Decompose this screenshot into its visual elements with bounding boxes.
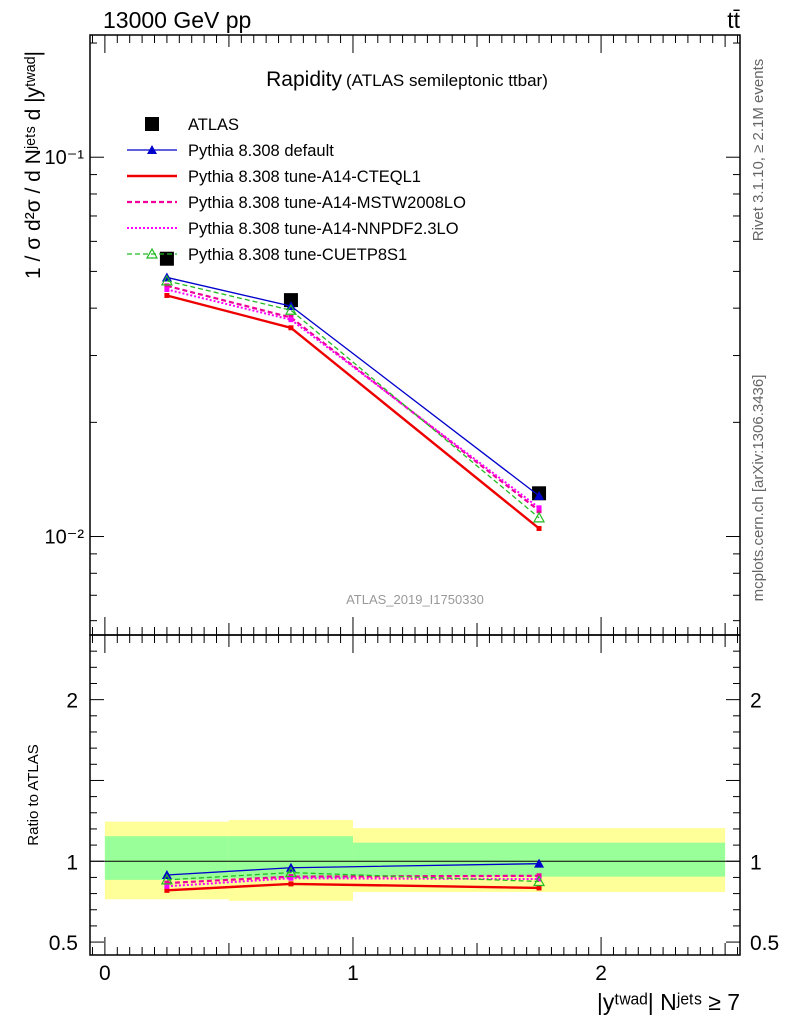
legend-label-mstw: Pythia 8.308 tune-A14-MSTW2008LO [188,194,466,212]
main-point-atlas [159,251,174,266]
main-point-cuetp8s1 [284,303,297,315]
main-line-nnpdf [166,288,540,509]
analysis-watermark: ATLAS_2019_I1750330 [346,592,484,607]
main-y-axis-label: 1 / σ d²σ / d Nʲᵉᵗˢ d |yᵗʷᵃᵈ| [22,51,45,279]
main-line-cuetp8s1 [166,280,540,519]
ratio-point-mstw [164,880,170,886]
x-axis-label: |yᵗʷᵃᵈ| Nʲᵉᵗˢ ≥ 7 [597,989,740,1015]
main-point-atlas [283,293,298,308]
mcplots-source-text: mcplots.cern.ch [arXiv:1306.3436] [750,375,767,602]
legend-label-cteql1: Pythia 8.308 tune-A14-CTEQL1 [188,168,421,186]
ratio-y-tick-label-right: 0.5 [750,932,779,955]
main-point-cteql1 [288,325,294,331]
legend-label-cuetp8s1: Pythia 8.308 tune-CUETP8S1 [188,246,407,264]
main-point-cuetp8s1 [533,511,546,523]
ratio-point-cuetp8s1 [284,866,297,878]
main-point-nnpdf [164,286,170,292]
legend-label-default: Pythia 8.308 default [188,142,334,160]
ratio-y-tick-label-right: 2 [750,690,762,713]
main-point-mstw [164,283,170,289]
x-tick-label: 2 [595,962,607,985]
ratio-y-tick-label: 0.5 [49,932,78,955]
ratio-point-cteql1 [164,887,170,893]
main-point-default [534,490,545,500]
header-right: tt̄ [727,7,740,33]
rivet-version-text: Rivet 3.1.10, ≥ 2.1M events [750,59,767,242]
main-line-mstw [166,284,540,512]
x-tick-label: 0 [99,962,111,985]
main-point-cuetp8s1 [160,274,173,286]
ratio-y-tick-label: 2 [66,690,78,713]
x-tick-label: 1 [347,962,359,985]
ratio-y-tick-label: 1 [66,851,78,874]
ratio-plot-frame [89,634,741,956]
legend: ATLAS Pythia 8.308 default Pythia 8.308 tu… [127,116,466,264]
ratio-line-cuetp8s1 [166,871,540,883]
main-point-nnpdf [288,317,294,323]
main-point-nnpdf [536,505,542,511]
legend-label-nnpdf: Pythia 8.308 tune-A14-NNPDF2.3LO [188,220,459,238]
chart-title: Rapidity [266,68,342,91]
ratio-point-cteql1 [536,885,542,891]
ratio-y-tick-label-right: 1 [750,851,762,874]
ratio-point-cteql1 [288,881,294,887]
legend-marker-default [147,145,157,154]
ratio-point-cuetp8s1 [160,873,173,885]
legend-label-atlas: ATLAS [188,116,239,134]
main-point-cteql1 [536,525,542,531]
main-line-cteql1 [166,294,540,530]
chart-subtitle: (ATLAS semileptonic ttbar) [346,71,548,90]
ratio-point-nnpdf [288,875,294,881]
data-series [159,251,547,893]
axis-ticks: 10⁻² 10⁻¹ 0.5 0.5 1 1 2 2 0 1 2 [45,35,779,985]
ratio-point-nnpdf [164,883,170,889]
ratio-point-default [534,858,545,868]
main-point-cteql1 [164,292,170,298]
legend-marker-cuetp8s1 [145,247,159,259]
main-y-tick-label: 10⁻² [45,527,85,549]
header-left: 13000 GeV pp [103,7,251,33]
ratio-point-nnpdf [536,876,542,882]
main-point-mstw [536,508,542,514]
ratio-y-axis-label: Ratio to ATLAS [25,744,42,845]
ratio-point-cuetp8s1 [533,875,546,887]
legend-marker-atlas [145,117,159,131]
main-y-tick-label: 10⁻¹ [45,147,85,169]
